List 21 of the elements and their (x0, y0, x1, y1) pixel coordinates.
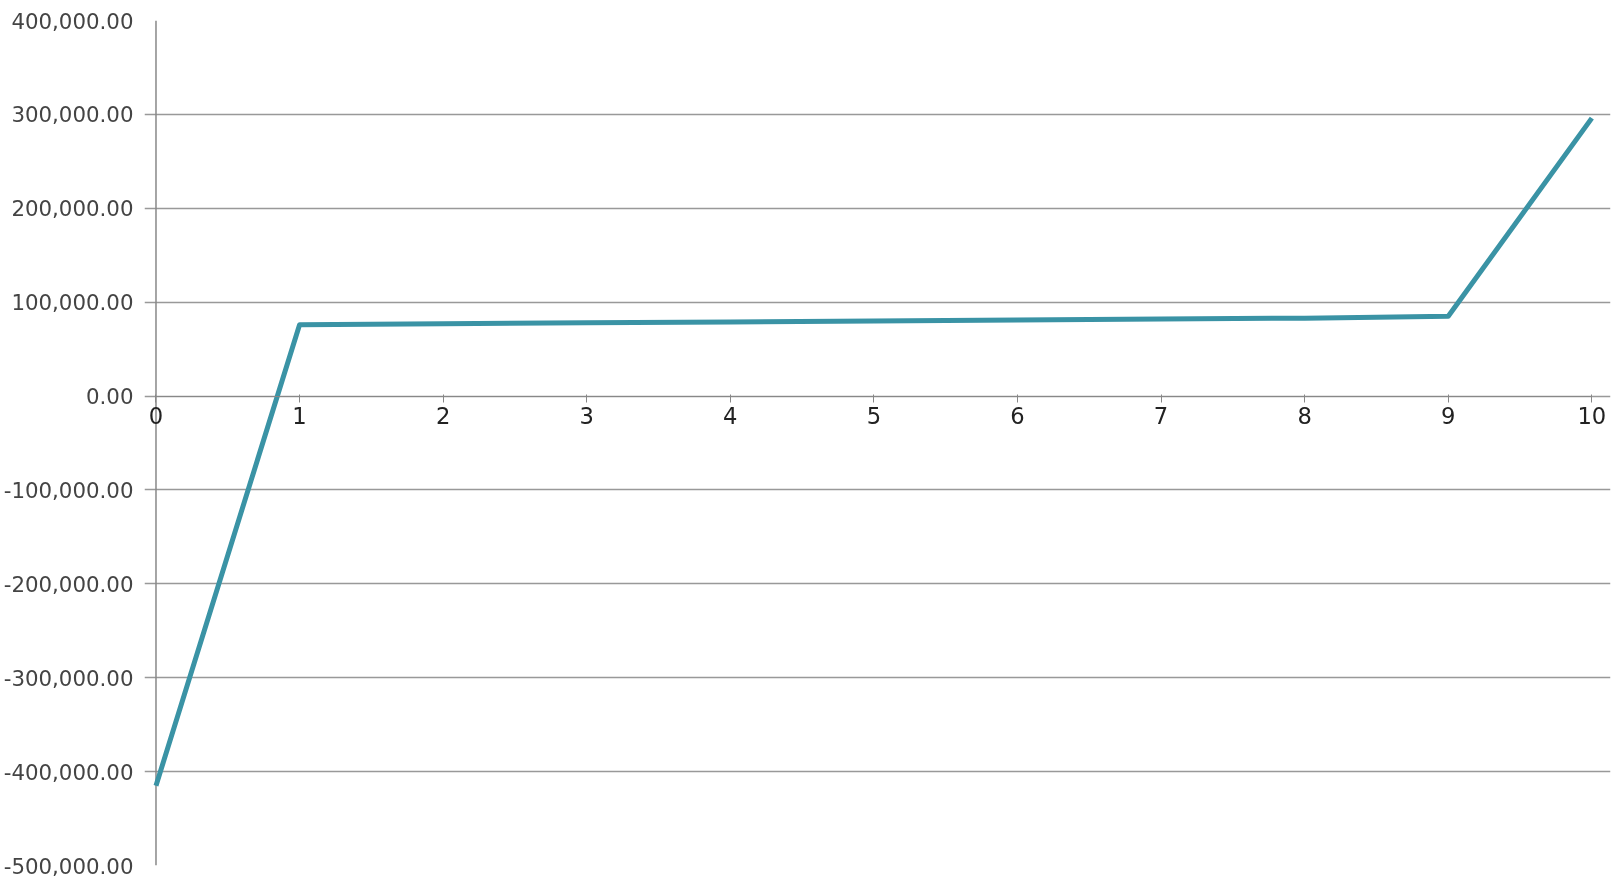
x-tick-label: 4 (723, 403, 738, 430)
x-tick-label: 10 (1577, 403, 1607, 430)
x-tick-label: 8 (1297, 403, 1312, 430)
y-tick-label: 200,000.00 (11, 196, 134, 222)
y-tick-label: 100,000.00 (11, 290, 134, 316)
y-tick-label: -200,000.00 (3, 571, 134, 597)
x-tick-label: 3 (579, 403, 594, 430)
y-tick-label: 400,000.00 (11, 8, 134, 34)
y-tick-label: 300,000.00 (11, 102, 134, 128)
y-tick-label: -500,000.00 (3, 853, 134, 879)
x-tick-label: 5 (866, 403, 882, 430)
x-tick-label: 7 (1153, 403, 1169, 430)
y-tick-label: -400,000.00 (3, 759, 134, 785)
x-tick-label: 0 (148, 403, 164, 430)
x-tick-label: 9 (1441, 403, 1456, 430)
x-tick-label: 1 (292, 403, 307, 430)
y-tick-label: -300,000.00 (3, 665, 134, 691)
y-tick-label: -100,000.00 (3, 477, 134, 503)
y-tick-label: 0.00 (86, 384, 134, 410)
x-tick-label: 2 (435, 403, 451, 430)
x-tick-label: 6 (1010, 403, 1025, 430)
